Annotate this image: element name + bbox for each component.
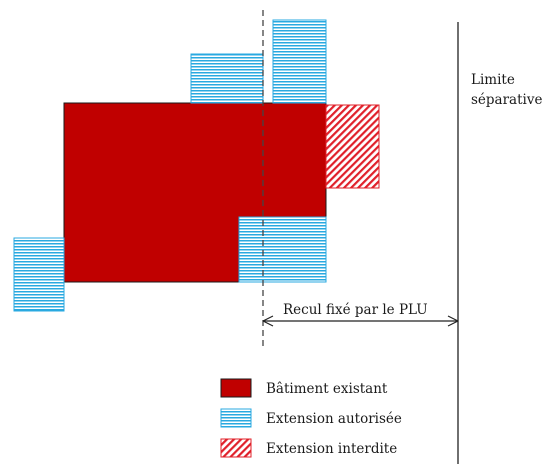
legend-label-existing: Bâtiment existant [266, 381, 388, 397]
authorized-extension-top-left [190, 53, 264, 104]
authorized-extension-top-right [272, 19, 327, 104]
forbidden-extension [325, 104, 380, 189]
legend-label-authorized: Extension autorisée [266, 411, 402, 427]
legend-label-forbidden: Extension interdite [266, 441, 397, 457]
limit-label-line1: Limite [471, 72, 515, 88]
limit-label-line2: séparative [471, 92, 542, 108]
legend-swatch-existing [220, 378, 252, 398]
setback-dimension-arrow [262, 315, 459, 327]
authorized-extension-bottom [238, 216, 327, 283]
legend: Bâtiment existant Extension autorisée Ex… [220, 378, 402, 458]
legend-swatch-authorized [220, 408, 252, 428]
authorized-extension-left [13, 237, 65, 312]
setback-label: Recul fixé par le PLU [283, 302, 428, 318]
legend-swatch-forbidden [220, 438, 252, 458]
